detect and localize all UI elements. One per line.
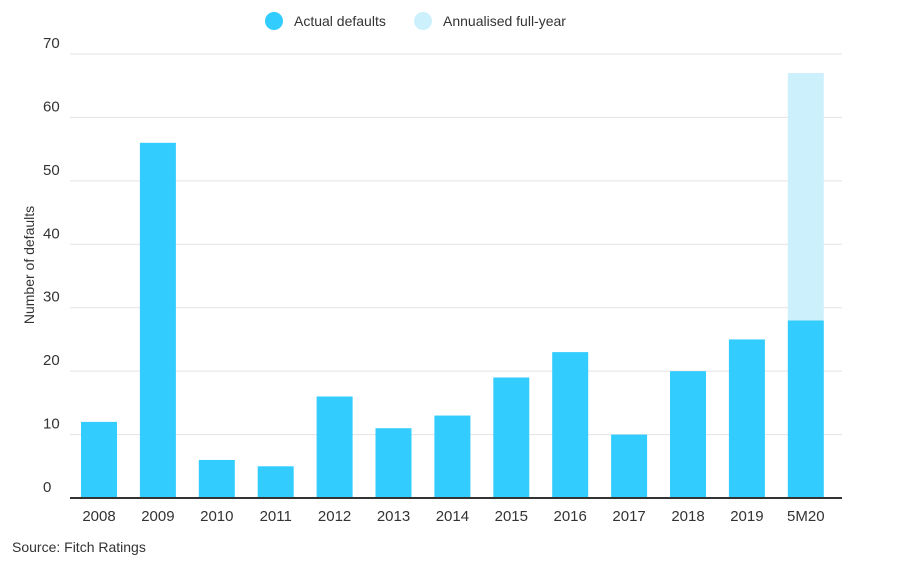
x-tick-label: 5M20 [787, 508, 825, 525]
x-tick-label: 2016 [554, 508, 587, 525]
bar-actual-2017 [611, 434, 648, 498]
y-tick-label: 50 [43, 162, 60, 179]
x-tick-label: 2019 [730, 508, 763, 525]
bar-actual-5M20 [787, 320, 824, 498]
x-tick-label: 2014 [436, 508, 469, 525]
gridlines [70, 53, 842, 436]
bar-actual-2015 [493, 377, 530, 498]
bar-annualised-5M20 [787, 73, 824, 321]
y-tick-label: 60 [43, 98, 60, 115]
bar-actual-2016 [552, 352, 589, 498]
x-tick-label: 2010 [200, 508, 233, 525]
legend-swatch-actual-defaults [265, 12, 283, 30]
x-tick-label: 2009 [141, 508, 174, 525]
bars [81, 73, 824, 499]
y-axis-title: Number of defaults [21, 206, 37, 324]
x-tick-label: 2013 [377, 508, 410, 525]
y-tick-label: 40 [43, 225, 60, 242]
bar-actual-2010 [198, 459, 235, 498]
y-tick-label: 0 [43, 479, 51, 496]
bar-actual-2019 [728, 339, 765, 498]
x-tick-label: 2018 [671, 508, 704, 525]
bar-actual-2009 [139, 142, 176, 499]
x-tick-label: 2015 [495, 508, 528, 525]
y-tick-label: 10 [43, 416, 60, 433]
x-tick-label: 2017 [612, 508, 645, 525]
bar-actual-2018 [670, 371, 706, 498]
bar-actual-2014 [434, 415, 471, 498]
source-note: Source: Fitch Ratings [12, 539, 146, 555]
legend-label-actual-defaults: Actual defaults [294, 13, 386, 29]
bar-actual-2012 [316, 396, 353, 498]
y-tick-label: 70 [43, 35, 60, 52]
legend-swatch-annualised-full-year [414, 12, 432, 30]
legend-label-annualised-full-year: Annualised full-year [443, 13, 566, 29]
y-tick-labels: 0 10 20 30 40 50 60 70 [43, 35, 60, 496]
y-tick-label: 20 [43, 352, 60, 369]
bar-actual-2008 [81, 421, 117, 498]
x-tick-labels: 2008 2009 2010 2011 2012 2013 2014 2015 2016 2017… [82, 508, 824, 525]
bar-chart: Actual defaults Annualised full-year 0 10… [21, 12, 842, 525]
bar-actual-2013 [375, 428, 412, 498]
y-tick-label: 30 [43, 289, 60, 306]
bar-actual-2011 [257, 466, 294, 498]
x-tick-label: 2011 [260, 508, 292, 525]
x-tick-label: 2012 [318, 508, 351, 525]
chart-legend: Actual defaults Annualised full-year [265, 12, 566, 30]
x-tick-label: 2008 [82, 508, 115, 525]
